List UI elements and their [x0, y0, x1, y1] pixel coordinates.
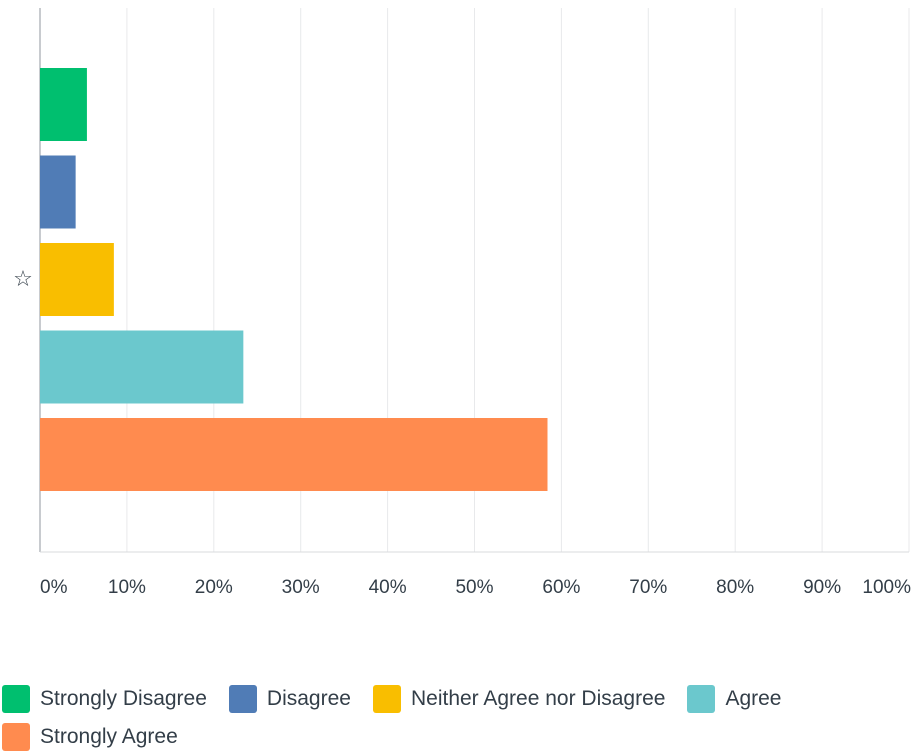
x-tick-label: 10% — [108, 577, 146, 598]
legend-item[interactable]: Neither Agree nor Disagree — [372, 684, 666, 714]
legend-label: Agree — [725, 687, 782, 710]
legend-label: Disagree — [266, 687, 351, 710]
x-tick-label: 70% — [629, 577, 667, 598]
legend-swatch — [2, 723, 30, 751]
legend-swatch — [687, 685, 716, 713]
x-tick-label: 100% — [862, 577, 911, 598]
x-axis-tick-labels: 0% 10% 20% 30% 40% 50% 60% 70% 80% 90% 100% — [40, 577, 911, 598]
x-tick-label: 40% — [369, 577, 407, 598]
x-tick-label: 20% — [195, 577, 233, 598]
bar-neither-agree-nor-disagree[interactable] — [40, 243, 114, 316]
legend-item[interactable]: Agree — [687, 684, 782, 714]
x-tick-label: 0% — [40, 577, 68, 598]
x-tick-label: 60% — [542, 577, 580, 598]
legend-swatch — [228, 685, 257, 713]
legend-swatch — [372, 685, 401, 713]
legend-label: Strongly Disagree — [40, 687, 207, 710]
bar-strongly-agree[interactable] — [40, 418, 548, 491]
bar-agree[interactable] — [40, 330, 244, 404]
legend-item[interactable]: Disagree — [228, 684, 351, 714]
star-icon[interactable]: ☆ — [13, 267, 33, 292]
legend-item[interactable]: Strongly Agree — [2, 722, 178, 752]
bar-strongly-disagree[interactable] — [40, 68, 87, 141]
legend-label: Strongly Agree — [40, 725, 178, 748]
x-tick-label: 50% — [455, 577, 493, 598]
x-tick-label: 80% — [716, 577, 754, 598]
legend-swatch — [2, 685, 30, 713]
legend: Strongly Disagree Disagree Neither Agree n… — [2, 684, 902, 752]
legend-item[interactable]: Strongly Disagree — [2, 684, 207, 714]
bar-disagree[interactable] — [40, 155, 76, 229]
x-tick-label: 30% — [282, 577, 320, 598]
legend-label: Neither Agree nor Disagree — [410, 687, 666, 710]
bars — [40, 68, 548, 491]
x-tick-label: 90% — [803, 577, 841, 598]
